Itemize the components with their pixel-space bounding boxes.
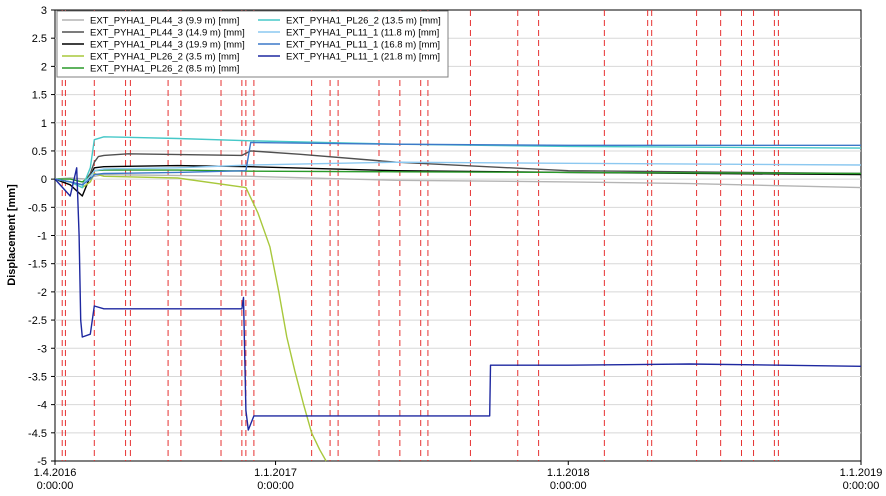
legend-label: EXT_PYHA1_PL26_2 (8.5 m) [mm] [90,64,239,75]
series-line [55,169,862,183]
series-lines [54,136,862,462]
x-tick-time: 0:00:00 [257,480,294,492]
y-tick-label: -5 [37,456,47,468]
y-tick-label: 1 [41,118,47,130]
x-tick-time: 0:00:00 [843,480,880,492]
y-tick-label: -4 [37,400,47,412]
y-tick-label: -3.5 [28,371,47,383]
y-tick-label: -0.5 [28,202,47,214]
series-line [54,172,327,462]
y-tick-label: 2.5 [32,33,47,45]
legend-label: EXT_PYHA1_PL11_1 (11.8 m) [mm] [286,28,439,39]
legend-label: EXT_PYHA1_PL44_3 (9.9 m) [mm] [90,16,239,27]
y-tick-label: -2.5 [28,315,47,327]
y-tick-label: -1 [37,231,47,243]
y-tick-label: 3 [41,5,47,17]
x-tick-date: 1.4.2016 [34,467,77,479]
series-line [54,167,862,431]
legend-box [56,10,449,78]
y-tick-label: 0.5 [32,146,47,158]
x-tick-date: 1.1.2019 [840,467,883,479]
x-tick-time: 0:00:00 [550,480,587,492]
series-line [54,173,862,189]
x-tick-time: 0:00:00 [37,480,74,492]
y-tick-label: -1.5 [28,259,47,271]
event-lines [61,10,779,461]
legend: EXT_PYHA1_PL44_3 (9.9 m) [mm]EXT_PYHA1_P… [56,10,449,78]
x-tick-date: 1.1.2018 [547,467,590,479]
y-tick-label: 1.5 [32,90,47,102]
y-tick-label: 2 [41,61,47,73]
legend-label: EXT_PYHA1_PL11_1 (21.8 m) [mm] [286,52,440,63]
y-tick-label: -2 [37,287,47,299]
y-tick-labels: 3 2.5 2 1.5 1 0.5 0 -0.5 -1 -1.5 -2 -2.5 -3 -3.5 -4 -4.… [28,5,55,468]
y-tick-label: -4.5 [28,428,47,440]
x-tick-labels: 1.4.20160:00:001.1.20170:00:001.1.20180:… [34,461,883,492]
y-tick-label: 0 [41,174,47,186]
x-tick-date: 1.1.2017 [254,467,297,479]
legend-label: EXT_PYHA1_PL11_1 (16.8 m) [mm] [286,40,440,51]
grid-lines [55,37,861,434]
legend-label: EXT_PYHA1_PL44_3 (19.9 m) [mm] [90,40,245,51]
series-line [54,141,861,186]
y-tick-label: -3 [37,343,47,355]
legend-label: EXT_PYHA1_PL44_3 (14.9 m) [mm] [90,28,245,39]
legend-label: EXT_PYHA1_PL26_2 (3.5 m) [mm] [90,52,239,63]
y-axis-title: Displacement [mm] [6,184,18,286]
legend-label: EXT_PYHA1_PL26_2 (13.5 m) [mm] [286,16,441,27]
